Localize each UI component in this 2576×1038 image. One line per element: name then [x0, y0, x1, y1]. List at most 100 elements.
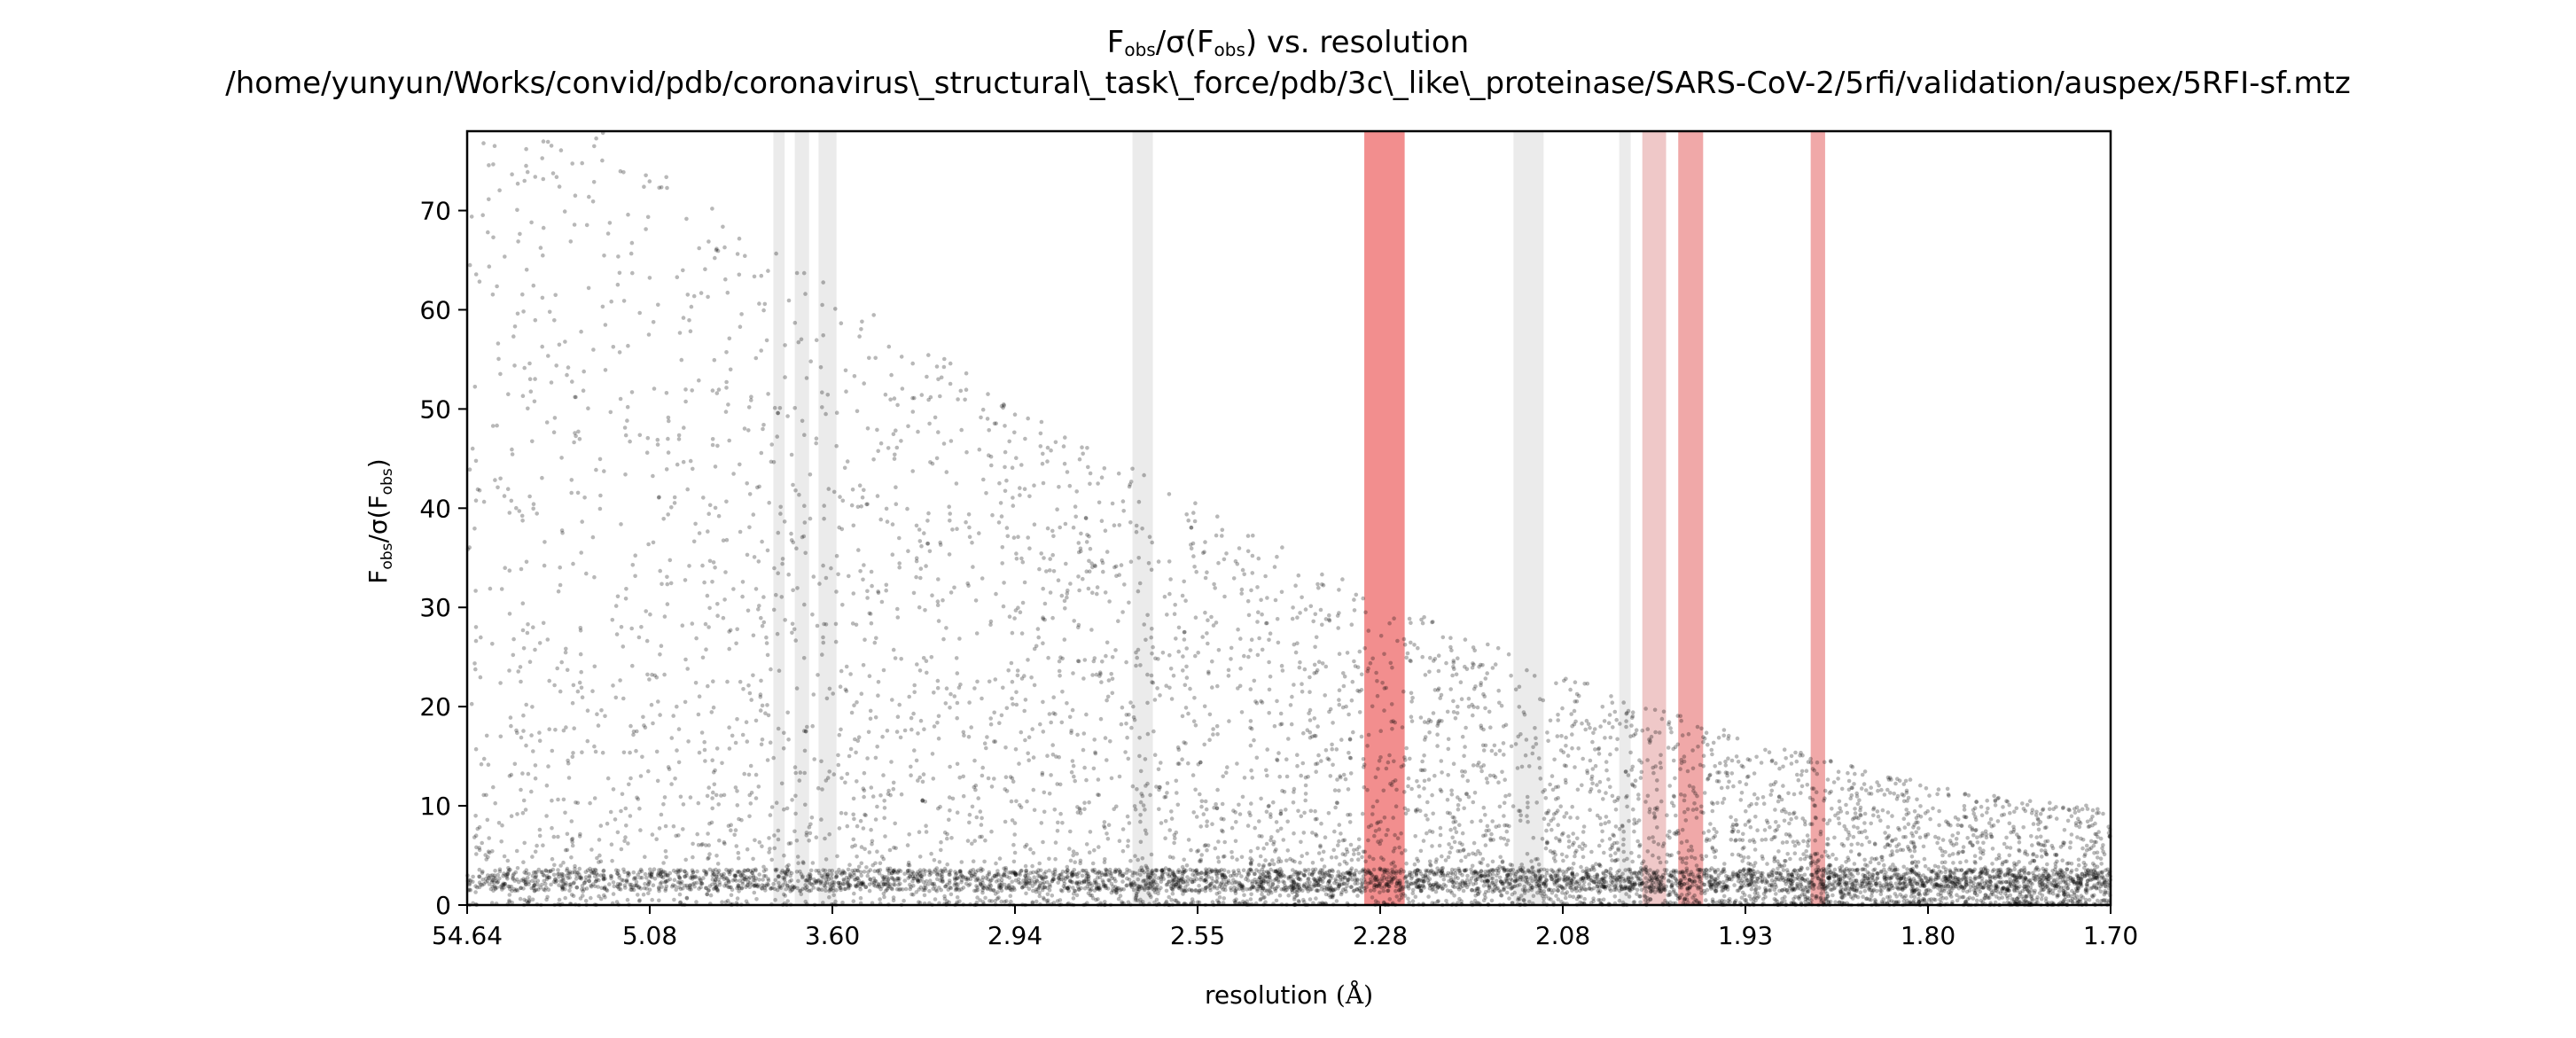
- data-point: [784, 886, 788, 892]
- data-point: [2041, 878, 2045, 882]
- data-point: [1454, 672, 1459, 677]
- data-point: [1470, 665, 1475, 670]
- data-point: [1407, 886, 1411, 891]
- data-point: [1647, 810, 1652, 815]
- data-point: [673, 777, 677, 781]
- data-point: [1069, 871, 1074, 876]
- data-point: [1854, 815, 1859, 820]
- data-point: [1637, 842, 1643, 847]
- data-point: [1229, 657, 1233, 661]
- data-point: [1331, 887, 1335, 892]
- data-point: [1265, 747, 1269, 752]
- data-point: [489, 878, 495, 883]
- data-point: [1695, 867, 1700, 872]
- data-point: [802, 748, 808, 753]
- data-point: [931, 777, 936, 781]
- data-point: [1921, 844, 1926, 849]
- data-point: [1870, 894, 1874, 898]
- data-point: [1918, 804, 1923, 808]
- data-point: [2098, 856, 2104, 861]
- data-point: [682, 425, 686, 430]
- data-point: [1250, 553, 1255, 558]
- data-point: [910, 874, 916, 879]
- data-point: [2076, 862, 2081, 868]
- data-point: [730, 887, 735, 893]
- data-point: [889, 372, 894, 378]
- data-point: [1425, 800, 1430, 805]
- data-point: [1596, 789, 1602, 793]
- data-point: [713, 255, 717, 261]
- data-point: [1298, 611, 1302, 615]
- data-point: [625, 404, 630, 410]
- data-point: [751, 512, 756, 517]
- data-point: [1759, 761, 1764, 765]
- data-point: [2039, 896, 2044, 901]
- data-point: [1684, 855, 1690, 861]
- data-point: [1799, 876, 1805, 881]
- data-point: [560, 872, 566, 877]
- data-point: [1562, 815, 1566, 819]
- data-point: [1487, 709, 1492, 714]
- data-point: [1864, 835, 1870, 840]
- data-point: [669, 736, 675, 740]
- data-point: [1825, 777, 1831, 782]
- data-point: [715, 613, 720, 618]
- data-point: [1316, 753, 1321, 758]
- data-point: [975, 679, 980, 684]
- data-point: [1119, 722, 1124, 727]
- data-point: [1126, 756, 1131, 761]
- data-point: [1834, 856, 1838, 862]
- data-point: [782, 807, 786, 812]
- data-point: [714, 391, 720, 395]
- data-point: [1102, 860, 1107, 865]
- data-point: [1636, 797, 1641, 801]
- data-point: [1525, 814, 1529, 818]
- data-point: [816, 869, 821, 873]
- data-point: [1532, 674, 1537, 678]
- data-point: [1131, 704, 1136, 709]
- data-point: [1133, 854, 1137, 858]
- data-point: [1799, 791, 1803, 795]
- data-point: [996, 895, 1001, 900]
- data-point: [753, 718, 759, 723]
- data-point: [1245, 534, 1251, 538]
- data-point: [1245, 823, 1251, 828]
- data-point: [467, 467, 472, 472]
- data-point: [1151, 881, 1157, 886]
- data-point: [1958, 860, 1963, 865]
- data-point: [1444, 899, 1448, 903]
- data-point: [1517, 705, 1522, 709]
- data-point: [855, 409, 860, 414]
- data-point: [808, 874, 813, 879]
- data-point: [1955, 885, 1959, 889]
- data-point: [1279, 663, 1284, 668]
- data-point: [997, 886, 1003, 890]
- data-point: [1214, 871, 1219, 876]
- data-point: [1127, 878, 1132, 882]
- data-point: [1296, 808, 1300, 814]
- data-point: [1800, 816, 1805, 821]
- data-point: [890, 522, 895, 527]
- data-point: [1715, 800, 1720, 806]
- data-point: [827, 769, 831, 774]
- data-point: [1313, 644, 1317, 650]
- data-point: [891, 647, 896, 652]
- data-point: [1745, 878, 1750, 883]
- data-point: [1470, 863, 1475, 869]
- data-point: [1754, 801, 1759, 807]
- data-point: [1633, 778, 1638, 783]
- data-point: [547, 727, 551, 731]
- data-point: [645, 215, 651, 220]
- data-point: [1402, 806, 1408, 811]
- data-point: [1031, 787, 1036, 792]
- data-point: [1177, 761, 1182, 766]
- data-point: [598, 823, 604, 828]
- data-point: [935, 599, 941, 604]
- data-point: [1658, 761, 1663, 765]
- data-point: [1298, 878, 1303, 882]
- data-point: [1196, 651, 1200, 655]
- data-point: [1481, 805, 1487, 810]
- data-point: [655, 778, 660, 784]
- data-point: [722, 792, 727, 798]
- data-point: [712, 782, 717, 787]
